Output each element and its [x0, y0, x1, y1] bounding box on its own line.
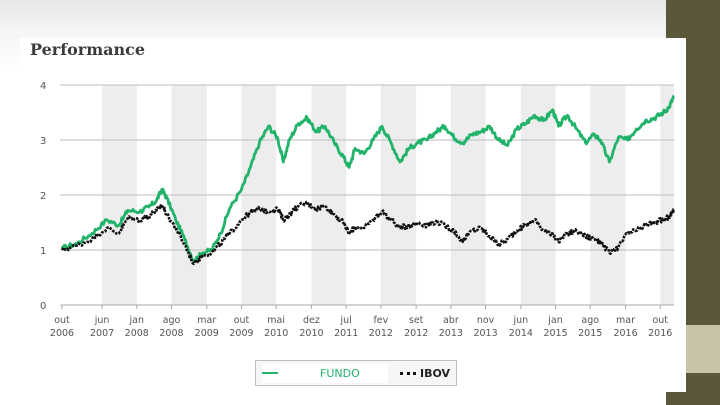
x-tick-year: 2008: [125, 328, 149, 339]
x-tick-month: jul: [340, 315, 352, 326]
x-tick-month: ago: [581, 315, 599, 326]
series-line-ibov: [60, 200, 676, 266]
x-tick-year: 2012: [369, 328, 393, 339]
x-tick-year: 2010: [264, 328, 288, 339]
x-tick-year: 2015: [543, 328, 567, 339]
x-tick-month: out: [652, 315, 668, 326]
chart-legend: FUNDO IBOV: [255, 360, 457, 386]
x-tick-month: jan: [547, 315, 562, 326]
x-tick-month: ago: [163, 315, 181, 326]
x-tick-year: 2009: [195, 328, 219, 339]
y-tick-label: 3: [40, 136, 46, 147]
y-tick-label: 0: [40, 301, 46, 312]
x-tick-year: 2013: [473, 328, 497, 339]
legend-item-ibov[interactable]: IBOV: [400, 363, 450, 383]
y-tick-label: 1: [40, 246, 46, 257]
x-tick-year: 2016: [648, 328, 672, 339]
legend-swatch-ibov: [400, 371, 416, 375]
x-tick-year: 2015: [578, 328, 602, 339]
x-tick-month: nov: [477, 315, 495, 326]
x-tick-month: mar: [197, 315, 216, 326]
x-tick-year: 2010: [299, 328, 323, 339]
x-tick-year: 2009: [229, 328, 253, 339]
x-tick-month: out: [234, 315, 250, 326]
legend-item-fundo[interactable]: FUNDO: [262, 363, 388, 383]
x-tick-year: 2014: [509, 328, 533, 339]
x-tick-month: out: [54, 315, 70, 326]
x-tick-year: 2008: [159, 328, 183, 339]
legend-label-ibov: IBOV: [420, 366, 451, 380]
y-tick-label: 2: [40, 191, 46, 202]
x-tick-month: jan: [129, 315, 144, 326]
x-tick-month: jun: [513, 315, 529, 326]
x-tick-month: mai: [267, 315, 285, 326]
x-tick-year: 2011: [334, 328, 358, 339]
x-tick-month: mar: [616, 315, 635, 326]
x-tick-year: 2013: [439, 328, 463, 339]
x-tick-month: dez: [303, 315, 320, 326]
x-tick-year: 2012: [404, 328, 428, 339]
x-tick-month: abr: [443, 315, 459, 326]
x-tick-year: 2007: [90, 328, 114, 339]
x-tick-month: fev: [373, 315, 388, 326]
x-tick-year: 2016: [613, 328, 637, 339]
x-tick-year: 2006: [50, 328, 74, 339]
chart-title: Performance: [30, 40, 146, 59]
x-tick-month: jun: [94, 315, 110, 326]
x-tick-month: set: [409, 315, 424, 326]
legend-swatch-fundo: [262, 372, 278, 374]
legend-label-fundo: FUNDO: [320, 366, 360, 380]
y-tick-label: 4: [40, 81, 46, 92]
series-line-fundo: [60, 94, 675, 264]
